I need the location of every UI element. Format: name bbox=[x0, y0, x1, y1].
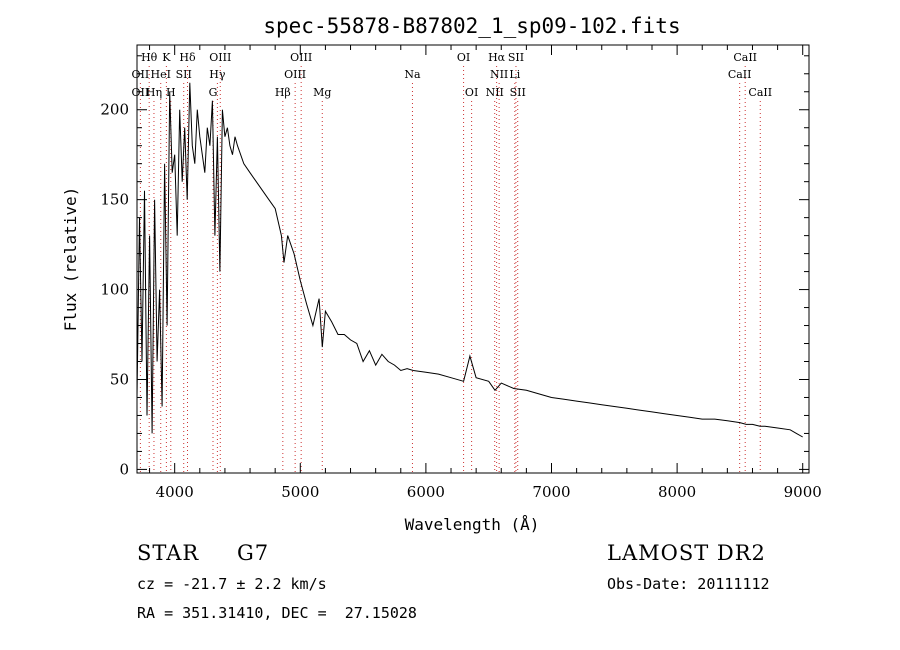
x-tick-label-2: 6000 bbox=[407, 483, 445, 501]
y-tick-label-4: 200 bbox=[100, 101, 129, 119]
x-tick-label-4: 8000 bbox=[658, 483, 696, 501]
line-label-row1-8: CaII bbox=[733, 51, 757, 64]
line-label-row2-6: NII bbox=[490, 68, 508, 81]
x-tick-label-3: 7000 bbox=[532, 483, 570, 501]
object-subclass: G7 bbox=[237, 541, 270, 565]
line-label-row1-1: K bbox=[162, 51, 171, 64]
x-tick-label-5: 9000 bbox=[784, 483, 822, 501]
y-tick-label-0: 0 bbox=[119, 460, 129, 478]
line-label-row3-8: SII bbox=[510, 86, 526, 99]
line-label-row3-6: OI bbox=[465, 86, 478, 99]
object-class: STAR bbox=[137, 541, 200, 565]
line-label-row2-2: SII bbox=[176, 68, 192, 81]
line-label-row2-3: Hγ bbox=[209, 68, 226, 81]
y-axis: 0 50 100 150 200 bbox=[100, 55, 809, 478]
line-label-row2-5: Na bbox=[404, 68, 421, 81]
line-label-row3-2: H bbox=[166, 86, 176, 99]
observation-date: Obs-Date: 20111112 bbox=[607, 575, 770, 593]
line-label-row1-0: Hθ bbox=[141, 51, 158, 64]
line-label-row1-6: Hα bbox=[488, 51, 506, 64]
line-label-row3-1: Hη bbox=[146, 86, 162, 99]
line-label-row1-4: OIII bbox=[290, 51, 312, 64]
line-label-row1-3: OIII bbox=[209, 51, 231, 64]
line-label-row3-3: G bbox=[209, 86, 218, 99]
y-tick-label-3: 150 bbox=[100, 191, 129, 209]
plot-frame bbox=[136, 44, 810, 474]
survey-name: LAMOST DR2 bbox=[607, 541, 766, 565]
y-tick-label-1: 50 bbox=[110, 370, 129, 388]
line-label-row2-1: HeI bbox=[151, 68, 171, 81]
spectrum-line bbox=[136, 82, 803, 438]
spectrum-chart: spec-55878-B87802_1_sp09-102.fits Hθ K Hδ O… bbox=[61, 14, 822, 534]
line-label-row1-5: OI bbox=[457, 51, 470, 64]
line-label-row2-8: CaII bbox=[728, 68, 752, 81]
line-label-row3-5: Mg bbox=[313, 86, 331, 99]
y-tick-label-2: 100 bbox=[100, 281, 129, 299]
x-axis: 4000 5000 6000 7000 8000 9000 bbox=[149, 45, 822, 501]
radial-velocity: cz = -21.7 ± 2.2 km/s bbox=[137, 575, 327, 593]
line-label-row2-0: OII bbox=[132, 68, 150, 81]
line-label-row3-4: Hβ bbox=[275, 86, 291, 99]
sky-coordinates: RA = 351.31410, DEC = 27.15028 bbox=[137, 604, 417, 622]
emission-line-markers bbox=[139, 66, 761, 473]
line-label-row2-4: OIII bbox=[284, 68, 306, 81]
x-axis-label: Wavelength (Å) bbox=[405, 515, 540, 534]
y-axis-label: Flux (relative) bbox=[61, 187, 80, 332]
line-label-row1-2: Hδ bbox=[179, 51, 196, 64]
line-label-row2-7: Li bbox=[509, 68, 520, 81]
line-label-row3-0: OII bbox=[132, 86, 150, 99]
chart-title: spec-55878-B87802_1_sp09-102.fits bbox=[263, 14, 680, 38]
line-label-row1-7: SII bbox=[508, 51, 524, 64]
x-tick-label-0: 4000 bbox=[156, 483, 194, 501]
line-label-row3-9: CaII bbox=[748, 86, 772, 99]
x-tick-label-1: 5000 bbox=[281, 483, 319, 501]
line-label-row3-7: NII bbox=[486, 86, 504, 99]
